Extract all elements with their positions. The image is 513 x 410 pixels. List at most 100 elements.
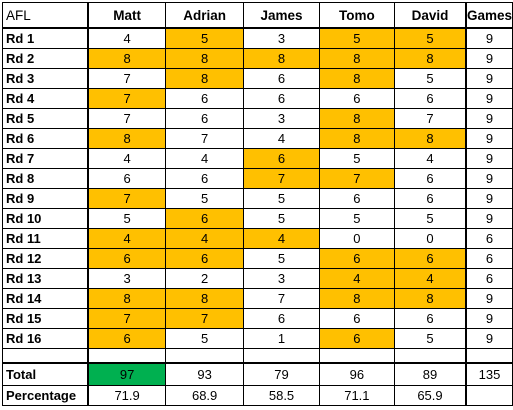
score-cell[interactable]: 8 <box>318 128 396 149</box>
score-cell[interactable]: 6 <box>318 328 396 349</box>
total-games-cell[interactable]: 135 <box>465 362 513 386</box>
round-label[interactable]: Rd 6 <box>2 128 90 149</box>
score-cell[interactable]: 6 <box>318 88 396 109</box>
score-cell[interactable]: 1 <box>243 328 320 349</box>
total-cell[interactable]: 97 <box>87 362 166 386</box>
score-cell[interactable]: 6 <box>243 88 320 109</box>
empty-cell[interactable] <box>243 348 320 364</box>
round-label[interactable]: Rd 16 <box>2 328 90 349</box>
score-cell[interactable]: 6 <box>394 188 467 209</box>
score-cell[interactable]: 7 <box>243 168 320 189</box>
score-cell[interactable]: 8 <box>318 288 396 309</box>
corner-cell[interactable]: AFL <box>2 2 90 29</box>
score-cell[interactable]: 5 <box>87 208 166 229</box>
score-cell[interactable]: 5 <box>243 188 320 209</box>
round-label[interactable]: Rd 3 <box>2 68 90 89</box>
games-cell[interactable]: 9 <box>465 108 513 129</box>
total-cell[interactable]: 96 <box>318 362 396 386</box>
round-label[interactable]: Rd 1 <box>2 27 90 49</box>
score-cell[interactable]: 2 <box>164 268 245 289</box>
score-cell[interactable]: 7 <box>87 108 166 129</box>
score-cell[interactable]: 5 <box>318 208 396 229</box>
score-cell[interactable]: 3 <box>87 268 166 289</box>
score-cell[interactable]: 8 <box>394 128 467 149</box>
score-cell[interactable]: 8 <box>318 48 396 69</box>
games-cell[interactable]: 9 <box>465 308 513 329</box>
games-cell[interactable]: 9 <box>465 27 513 49</box>
score-cell[interactable]: 6 <box>243 308 320 329</box>
score-cell[interactable]: 8 <box>394 48 467 69</box>
score-cell[interactable]: 6 <box>318 248 396 269</box>
percentage-label[interactable]: Percentage <box>2 385 90 406</box>
games-cell[interactable]: 9 <box>465 88 513 109</box>
score-cell[interactable]: 4 <box>164 148 245 169</box>
score-cell[interactable]: 7 <box>164 308 245 329</box>
score-cell[interactable]: 4 <box>394 268 467 289</box>
games-cell[interactable]: 9 <box>465 148 513 169</box>
score-cell[interactable]: 6 <box>164 168 245 189</box>
score-cell[interactable]: 3 <box>243 27 320 49</box>
score-cell[interactable]: 7 <box>87 188 166 209</box>
percentage-games-cell[interactable] <box>465 385 513 406</box>
score-cell[interactable]: 5 <box>394 27 467 49</box>
score-cell[interactable]: 6 <box>164 88 245 109</box>
score-cell[interactable]: 5 <box>394 68 467 89</box>
score-cell[interactable]: 8 <box>87 288 166 309</box>
total-cell[interactable]: 93 <box>164 362 245 386</box>
games-cell[interactable]: 9 <box>465 188 513 209</box>
header-player-tomo[interactable]: Tomo <box>318 2 396 29</box>
score-cell[interactable]: 7 <box>87 68 166 89</box>
score-cell[interactable]: 4 <box>164 228 245 249</box>
header-player-james[interactable]: James <box>243 2 320 29</box>
round-label[interactable]: Rd 2 <box>2 48 90 69</box>
score-cell[interactable]: 4 <box>243 228 320 249</box>
percentage-cell[interactable]: 71.9 <box>87 385 166 406</box>
score-cell[interactable]: 6 <box>243 68 320 89</box>
round-label[interactable]: Rd 10 <box>2 208 90 229</box>
score-cell[interactable]: 5 <box>164 27 245 49</box>
round-label[interactable]: Rd 14 <box>2 288 90 309</box>
total-label[interactable]: Total <box>2 362 90 386</box>
score-cell[interactable]: 6 <box>243 148 320 169</box>
score-cell[interactable]: 6 <box>164 108 245 129</box>
score-cell[interactable]: 4 <box>87 148 166 169</box>
score-cell[interactable]: 7 <box>394 108 467 129</box>
score-cell[interactable]: 7 <box>318 168 396 189</box>
empty-cell[interactable] <box>2 348 90 364</box>
score-cell[interactable]: 8 <box>87 128 166 149</box>
score-cell[interactable]: 5 <box>394 328 467 349</box>
score-cell[interactable]: 4 <box>87 27 166 49</box>
games-cell[interactable]: 9 <box>465 168 513 189</box>
score-cell[interactable]: 6 <box>87 328 166 349</box>
score-cell[interactable]: 8 <box>164 48 245 69</box>
score-cell[interactable]: 5 <box>243 208 320 229</box>
score-cell[interactable]: 6 <box>394 248 467 269</box>
games-cell[interactable]: 9 <box>465 208 513 229</box>
score-cell[interactable]: 8 <box>318 68 396 89</box>
score-cell[interactable]: 5 <box>318 148 396 169</box>
empty-cell[interactable] <box>87 348 166 364</box>
score-cell[interactable]: 6 <box>394 168 467 189</box>
round-label[interactable]: Rd 13 <box>2 268 90 289</box>
games-cell[interactable]: 9 <box>465 68 513 89</box>
score-cell[interactable]: 4 <box>243 128 320 149</box>
header-player-adrian[interactable]: Adrian <box>164 2 245 29</box>
score-cell[interactable]: 4 <box>87 228 166 249</box>
score-cell[interactable]: 6 <box>394 308 467 329</box>
games-cell[interactable]: 9 <box>465 48 513 69</box>
score-cell[interactable]: 6 <box>164 248 245 269</box>
score-cell[interactable]: 8 <box>164 288 245 309</box>
percentage-cell[interactable]: 65.9 <box>394 385 467 406</box>
percentage-cell[interactable]: 71.1 <box>318 385 396 406</box>
round-label[interactable]: Rd 7 <box>2 148 90 169</box>
score-cell[interactable]: 0 <box>318 228 396 249</box>
round-label[interactable]: Rd 15 <box>2 308 90 329</box>
games-cell[interactable]: 9 <box>465 328 513 349</box>
games-cell[interactable]: 6 <box>465 228 513 249</box>
score-cell[interactable]: 5 <box>318 27 396 49</box>
round-label[interactable]: Rd 4 <box>2 88 90 109</box>
score-cell[interactable]: 8 <box>318 108 396 129</box>
score-cell[interactable]: 6 <box>164 208 245 229</box>
score-cell[interactable]: 7 <box>87 308 166 329</box>
round-label[interactable]: Rd 5 <box>2 108 90 129</box>
